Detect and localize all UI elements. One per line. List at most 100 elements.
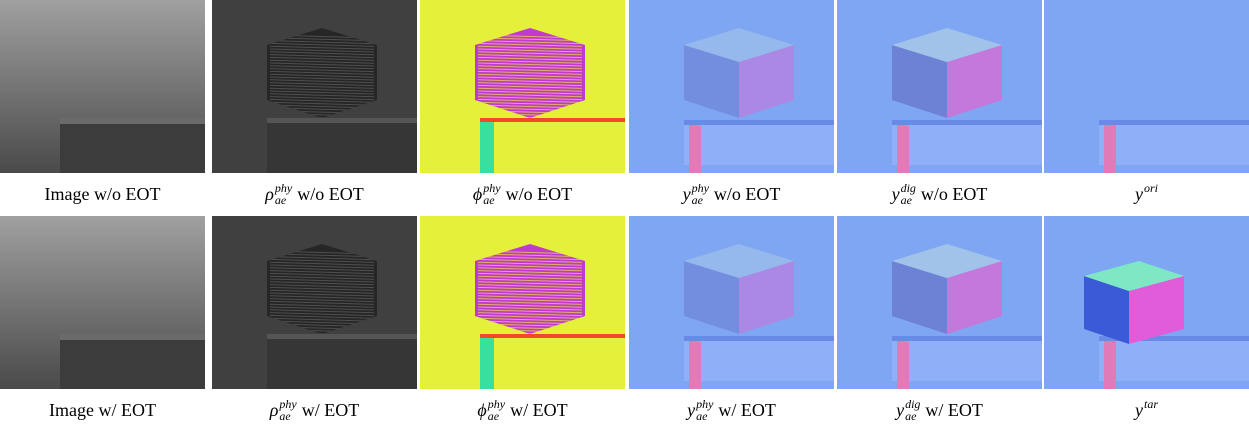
- caption-text: w/ EOT: [925, 400, 983, 421]
- panel: Image w/o EOT: [0, 0, 205, 215]
- spacer: [1144, 194, 1158, 206]
- panel: ydigae w/o EOT: [837, 0, 1042, 215]
- table-top: [684, 120, 834, 125]
- table-top: [267, 118, 417, 123]
- table: [684, 336, 834, 381]
- table-leg: [1104, 125, 1116, 173]
- caption-text: w/ EOT: [302, 400, 360, 421]
- symbol: y: [1135, 184, 1143, 205]
- figure: Image w/o EOTρphyaew/o EOTϕphyaew/o EOTy…: [0, 0, 1249, 429]
- symbol: ϕ: [477, 400, 486, 421]
- table: [892, 120, 1042, 165]
- table: [684, 120, 834, 165]
- caption: yori: [1044, 173, 1249, 215]
- table-leg: [689, 341, 701, 389]
- table-top: [1099, 120, 1249, 125]
- table-leg: [1104, 341, 1116, 389]
- table-top: [60, 118, 205, 124]
- symbol: ϕ: [473, 184, 482, 205]
- table-leg: [689, 125, 701, 173]
- table: [60, 334, 205, 389]
- script: phyae: [488, 398, 505, 422]
- caption-text: w/o EOT: [506, 184, 573, 205]
- caption-text: w/o EOT: [297, 184, 364, 205]
- table: [892, 336, 1042, 381]
- image: [212, 0, 417, 173]
- caption: Image w/ EOT: [0, 389, 205, 431]
- caption-text: Image w/ EOT: [49, 400, 156, 421]
- table: [60, 118, 205, 173]
- script: ori: [1144, 182, 1158, 206]
- image: [0, 0, 205, 173]
- table-top: [60, 334, 205, 340]
- panel: ydigae w/ EOT: [837, 216, 1042, 431]
- caption: Image w/o EOT: [0, 173, 205, 215]
- caption-text: w/ EOT: [718, 400, 776, 421]
- image: [837, 0, 1042, 173]
- table-side: [480, 122, 494, 173]
- image: [420, 0, 625, 173]
- symbol: y: [896, 400, 904, 421]
- script: phyae: [692, 182, 709, 206]
- subscript: ae: [901, 194, 916, 206]
- caption: ydigae w/ EOT: [837, 389, 1042, 431]
- table-leg: [897, 341, 909, 389]
- caption-text: w/o EOT: [714, 184, 781, 205]
- subscript: ae: [483, 194, 500, 206]
- panel: ρphyae w/o EOT: [212, 0, 417, 215]
- image: [629, 0, 834, 173]
- caption: ydigae w/o EOT: [837, 173, 1042, 215]
- image: [629, 216, 834, 389]
- image: [837, 216, 1042, 389]
- symbol: ρ: [270, 400, 279, 421]
- panel: yphyaew/ EOT: [629, 216, 834, 431]
- table-side: [480, 338, 494, 389]
- panel: Image w/ EOT: [0, 216, 205, 431]
- subscript: ae: [488, 410, 505, 422]
- subscript: ae: [696, 410, 713, 422]
- table-top: [892, 120, 1042, 125]
- table-top: [684, 336, 834, 341]
- script: tar: [1144, 398, 1158, 422]
- caption: yphyae w/o EOT: [629, 173, 834, 215]
- subscript: ae: [692, 194, 709, 206]
- table-top: [480, 334, 625, 338]
- spacer: [1144, 410, 1158, 422]
- panel: ϕphyae w/ EOT: [420, 216, 625, 431]
- symbol: y: [892, 184, 900, 205]
- table-top: [892, 336, 1042, 341]
- subscript: ae: [279, 410, 296, 422]
- panel: ρphyae w/ EOT: [212, 216, 417, 431]
- script: digae: [905, 398, 920, 422]
- symbol: ρ: [265, 184, 274, 205]
- table: [267, 334, 417, 389]
- table-top: [480, 118, 625, 122]
- table-top: [267, 334, 417, 339]
- image: [1044, 0, 1249, 173]
- image: [1044, 216, 1249, 389]
- symbol: y: [687, 400, 695, 421]
- image: [420, 216, 625, 389]
- script: digae: [901, 182, 916, 206]
- table: [267, 118, 417, 173]
- caption-text: w/ EOT: [510, 400, 568, 421]
- subscript: ae: [905, 410, 920, 422]
- table: [1099, 336, 1249, 381]
- caption-text: w/o EOT: [921, 184, 988, 205]
- symbol: y: [1135, 400, 1143, 421]
- image: [0, 216, 205, 389]
- image: [212, 216, 417, 389]
- symbol: y: [683, 184, 691, 205]
